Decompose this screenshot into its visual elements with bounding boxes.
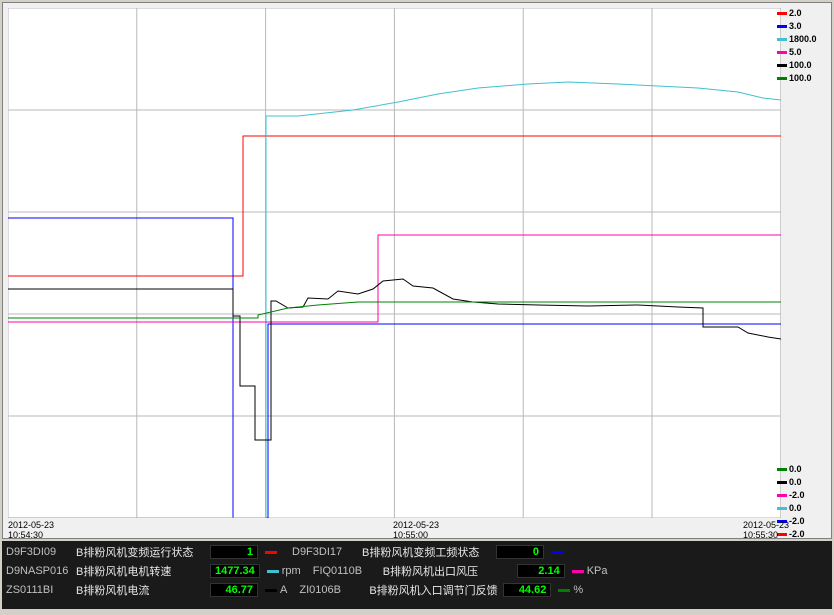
legend-value: 0.0 [789, 464, 802, 474]
tag-unit: % [573, 584, 583, 596]
tag-value: 44.62 [503, 583, 551, 597]
legend-value: -2.0 [789, 490, 805, 500]
tag-value: 2.14 [517, 564, 565, 578]
legend-value: 1800.0 [789, 34, 817, 44]
legend-item: 3.0 [777, 20, 829, 32]
tag-unit: KPa [587, 565, 608, 577]
legend-value: 0.0 [789, 503, 802, 513]
legend-item: 100.0 [777, 72, 829, 84]
legend-swatch [777, 468, 787, 471]
legend-swatch [777, 494, 787, 497]
status-cell: D9F3DI09 B排粉风机变频运行状态 1 [6, 544, 280, 560]
tag-value: 0 [496, 545, 544, 559]
color-swatch [267, 570, 279, 573]
tag-id: FIQ0110B [313, 565, 383, 577]
x-tick-label: 2012-05-2310:55:30 [743, 520, 789, 540]
tag-desc: B排粉风机电流 [76, 582, 206, 598]
legend-item: 1800.0 [777, 33, 829, 45]
status-row: D9F3DI09 B排粉风机变频运行状态 1 D9F3DI17 B排粉风机变频工… [6, 543, 828, 561]
tag-desc: B排粉风机变频运行状态 [76, 544, 206, 560]
legend-swatch [777, 12, 787, 15]
color-swatch [265, 551, 277, 554]
tag-id: D9F3DI17 [292, 546, 362, 558]
x-tick-label: 2012-05-2310:55:00 [393, 520, 439, 540]
legend-item: 0.0 [777, 476, 829, 488]
tag-unit: rpm [282, 565, 301, 577]
legend-swatch [777, 38, 787, 41]
color-swatch [558, 589, 570, 592]
status-cell: D9NASP016 B排粉风机电机转速 1477.34 rpm [6, 563, 301, 579]
tag-id: ZS0111BI [6, 584, 76, 596]
legend-swatch [777, 481, 787, 484]
legend-item: 100.0 [777, 59, 829, 71]
status-row: ZS0111BI B排粉风机电流 46.77 A ZI0106B B排粉风机入口… [6, 581, 828, 599]
legend-upper: 2.0 3.0 1800.0 5.0 100.0 100.0 [777, 7, 829, 85]
plot-region[interactable] [8, 8, 781, 518]
legend-swatch [777, 507, 787, 510]
legend-value: 3.0 [789, 21, 802, 31]
status-cell: D9F3DI17 B排粉风机变频工频状态 0 [292, 544, 566, 560]
legend-item: 0.0 [777, 502, 829, 514]
color-swatch [551, 551, 563, 554]
legend-value: 100.0 [789, 60, 812, 70]
tag-value: 1 [210, 545, 258, 559]
tag-value: 46.77 [210, 583, 258, 597]
status-cell: ZS0111BI B排粉风机电流 46.77 A [6, 582, 287, 598]
legend-swatch [777, 77, 787, 80]
tag-id: D9F3DI09 [6, 546, 76, 558]
chart-panel: 2.0 3.0 1800.0 5.0 100.0 100.0 0.0 0.0 [2, 2, 832, 539]
tag-id: ZI0106B [299, 584, 369, 596]
legend-value: 100.0 [789, 73, 812, 83]
legend-item: -2.0 [777, 489, 829, 501]
legend-value: 5.0 [789, 47, 802, 57]
legend-swatch [777, 64, 787, 67]
color-swatch [265, 589, 277, 592]
legend-value: 0.0 [789, 477, 802, 487]
tag-desc: B排粉风机电机转速 [76, 563, 206, 579]
x-tick-label: 2012-05-2310:54:30 [8, 520, 54, 540]
legend-swatch [777, 51, 787, 54]
trend-chart [8, 8, 781, 518]
tag-unit: A [280, 584, 287, 596]
legend-item: 0.0 [777, 463, 829, 475]
tag-desc: B排粉风机变频工频状态 [362, 544, 492, 560]
tag-value: 1477.34 [210, 564, 260, 578]
legend-value: 2.0 [789, 8, 802, 18]
legend-value: -2.0 [789, 516, 805, 526]
status-cell: FIQ0110B B排粉风机出口风压 2.14 KPa [313, 563, 608, 579]
status-bar: D9F3DI09 B排粉风机变频运行状态 1 D9F3DI17 B排粉风机变频工… [2, 541, 832, 609]
legend-item: 5.0 [777, 46, 829, 58]
status-cell: ZI0106B B排粉风机入口调节门反馈 44.62 % [299, 582, 583, 598]
legend-value: -2.0 [789, 529, 805, 539]
legend-item: 2.0 [777, 7, 829, 19]
tag-desc: B排粉风机入口调节门反馈 [369, 582, 499, 598]
legend-swatch [777, 25, 787, 28]
color-swatch [572, 570, 584, 573]
tag-id: D9NASP016 [6, 565, 76, 577]
status-row: D9NASP016 B排粉风机电机转速 1477.34 rpm FIQ0110B… [6, 562, 828, 580]
tag-desc: B排粉风机出口风压 [383, 563, 513, 579]
